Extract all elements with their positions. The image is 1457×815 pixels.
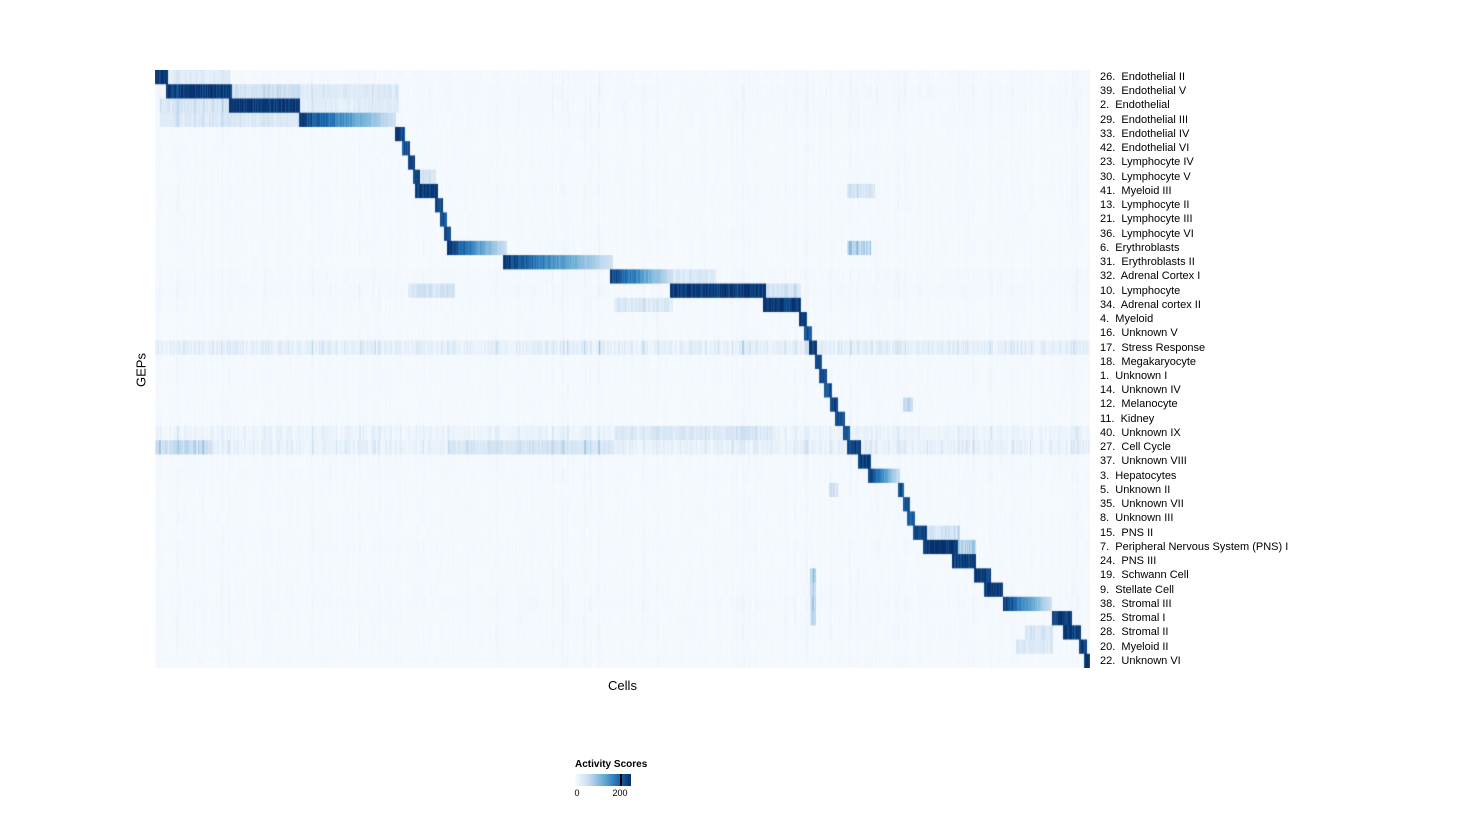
- legend-gradient-bar: [575, 774, 631, 786]
- gep-row-label: 4. Myeloid: [1100, 313, 1154, 326]
- gep-row-label: 23. Lymphocyte IV: [1100, 156, 1194, 169]
- gep-row-label: 13. Lymphocyte II: [1100, 199, 1190, 212]
- gep-row-label: 3. Hepatocytes: [1100, 469, 1177, 482]
- gep-row-label: 2. Endothelial: [1100, 99, 1170, 112]
- gep-row-label: 28. Stromal II: [1100, 626, 1169, 639]
- legend-tick-labels: 0 200: [574, 786, 631, 800]
- gep-row-label: 5. Unknown II: [1100, 483, 1171, 496]
- gep-row-label: 18. Megakaryocyte: [1100, 355, 1196, 368]
- gep-row-label: 24. PNS III: [1100, 555, 1157, 568]
- x-axis-label: Cells: [608, 678, 637, 693]
- gep-row-label: 10. Lymphocyte: [1100, 284, 1181, 297]
- activity-scores-legend: Activity Scores 0 200: [574, 759, 648, 800]
- gep-row-label: 38. Stromal III: [1100, 597, 1172, 610]
- gep-row-label: 16. Unknown V: [1100, 327, 1178, 340]
- gep-row-label: 39. Endothelial V: [1100, 85, 1187, 98]
- gep-row-label: 34. Adrenal cortex II: [1100, 298, 1201, 311]
- gep-row-label: 1. Unknown I: [1100, 370, 1168, 382]
- gep-row-label: 36. Lymphocyte VI: [1100, 227, 1194, 240]
- gep-row-label: 35. Unknown VII: [1100, 498, 1184, 511]
- legend-tick-mark: [620, 774, 622, 786]
- heatmap-canvas: [155, 70, 1090, 668]
- gep-row-label: 17. Stress Response: [1100, 341, 1206, 354]
- gep-row-label: 25. Stromal I: [1100, 612, 1166, 625]
- gep-row-label: 11. Kidney: [1100, 412, 1155, 425]
- gep-row-label: 27. Cell Cycle: [1100, 441, 1171, 454]
- gep-row-label: 29. Endothelial III: [1100, 113, 1189, 126]
- legend-title: Activity Scores: [575, 759, 648, 770]
- gep-row-label: 15. PNS II: [1100, 526, 1154, 539]
- gep-row-label: 22. Unknown VI: [1100, 654, 1181, 667]
- gep-row-label: 42. Endothelial VI: [1100, 142, 1190, 155]
- gep-row-labels: 26. Endothelial II 39. Endothelial V 2. En…: [1100, 70, 1455, 668]
- gep-row-label: 7. Peripheral Nervous System (PNS) I: [1100, 540, 1289, 553]
- gep-row-label: 14. Unknown IV: [1100, 384, 1181, 397]
- gep-row-label: 21. Lymphocyte III: [1100, 213, 1193, 226]
- gep-row-label: 40. Unknown IX: [1100, 426, 1181, 439]
- legend-max-label: 200: [612, 788, 628, 798]
- gep-row-label: 6. Erythroblasts: [1100, 241, 1180, 254]
- gep-row-label: 30. Lymphocyte V: [1100, 170, 1191, 183]
- gep-row-label: 8. Unknown III: [1100, 512, 1174, 525]
- gep-row-label: 20. Myeloid II: [1100, 640, 1169, 653]
- y-axis-label: GEPs: [133, 353, 149, 387]
- gep-row-label: 19. Schwann Cell: [1100, 569, 1189, 582]
- gep-row-label: 9. Stellate Cell: [1100, 583, 1174, 596]
- gep-row-label: 12. Melanocyte: [1100, 398, 1178, 411]
- gep-row-label: 31. Erythroblasts II: [1100, 256, 1195, 269]
- gep-row-label: 26. Endothelial II: [1100, 71, 1186, 83]
- gep-row-label: 41. Myeloid III: [1100, 184, 1172, 197]
- legend-min-label: 0: [574, 788, 580, 798]
- gep-row-label: 37. Unknown VIII: [1100, 455, 1187, 468]
- gep-row-label: 32. Adrenal Cortex I: [1100, 270, 1201, 283]
- gep-row-label: 33. Endothelial IV: [1100, 127, 1190, 140]
